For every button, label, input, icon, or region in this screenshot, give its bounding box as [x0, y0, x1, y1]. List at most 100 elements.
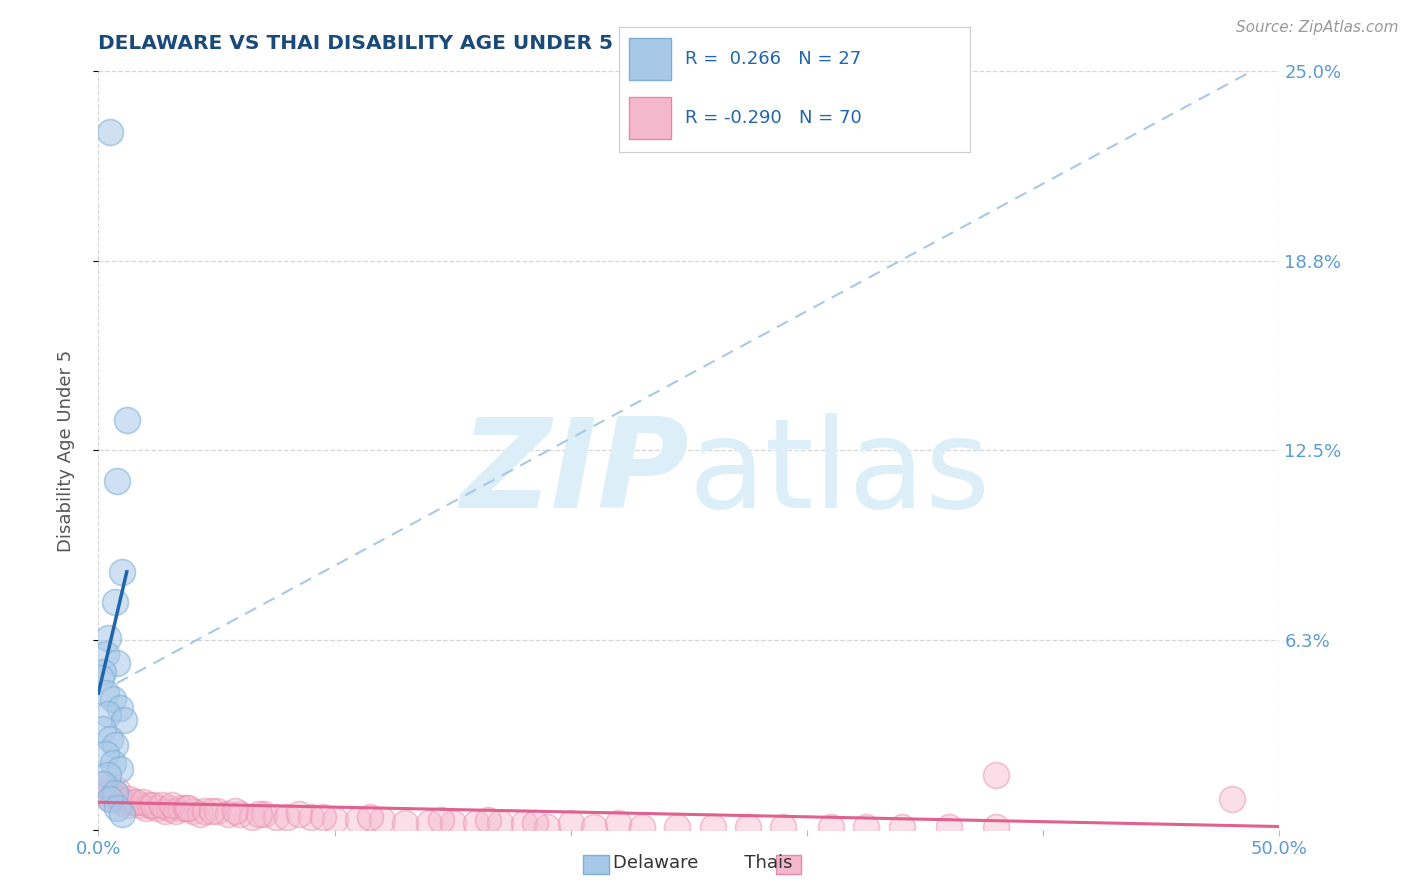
Point — [112, 714, 135, 728]
Point — [98, 792, 121, 806]
Point — [276, 810, 298, 824]
Point — [312, 810, 335, 824]
Text: Source: ZipAtlas.com: Source: ZipAtlas.com — [1236, 20, 1399, 35]
Point — [288, 807, 311, 822]
Point — [153, 805, 176, 819]
Point — [150, 798, 173, 813]
Point — [165, 805, 187, 819]
Point — [108, 792, 131, 806]
Point — [94, 686, 117, 700]
Point — [105, 801, 128, 815]
Point — [371, 814, 394, 828]
Point — [98, 125, 121, 139]
Point — [264, 810, 287, 824]
Point — [104, 786, 127, 800]
Point — [984, 820, 1007, 834]
Point — [101, 789, 124, 804]
Point — [224, 805, 246, 819]
Point — [430, 814, 453, 828]
Text: R =  0.266   N = 27: R = 0.266 N = 27 — [686, 50, 862, 68]
Point — [772, 820, 794, 834]
Point — [125, 795, 148, 809]
Point — [98, 792, 121, 806]
Point — [630, 820, 652, 834]
Point — [524, 816, 547, 830]
Point — [111, 565, 134, 579]
Point — [104, 738, 127, 752]
Text: DELAWARE VS THAI DISABILITY AGE UNDER 5 CORRELATION CHART: DELAWARE VS THAI DISABILITY AGE UNDER 5 … — [98, 34, 862, 54]
Point — [441, 816, 464, 830]
Point — [97, 632, 120, 646]
Point — [94, 747, 117, 761]
Point — [91, 777, 114, 791]
Bar — [630, 38, 671, 80]
Point — [97, 780, 120, 794]
Point — [104, 786, 127, 800]
Point — [111, 795, 134, 809]
Point — [489, 816, 512, 830]
Point — [157, 801, 180, 815]
Point — [111, 807, 134, 822]
Point — [323, 814, 346, 828]
Point — [104, 595, 127, 609]
Point — [702, 820, 724, 834]
Point — [98, 731, 121, 746]
Point — [229, 807, 252, 822]
Point — [174, 801, 197, 815]
Point — [118, 792, 141, 806]
Point — [465, 816, 488, 830]
Bar — [630, 96, 671, 139]
Point — [101, 692, 124, 706]
Point — [512, 816, 534, 830]
Point — [560, 816, 582, 830]
Point — [188, 807, 211, 822]
Point — [347, 814, 370, 828]
Point — [247, 807, 270, 822]
Point — [477, 814, 499, 828]
Text: atlas: atlas — [689, 413, 991, 533]
Point — [101, 756, 124, 770]
Point — [253, 807, 276, 822]
Point — [170, 801, 193, 815]
Point — [194, 805, 217, 819]
Point — [177, 801, 200, 815]
Point — [890, 820, 912, 834]
Point — [139, 798, 162, 813]
Point — [91, 777, 114, 791]
Point — [94, 647, 117, 661]
Point — [607, 816, 630, 830]
Point — [984, 768, 1007, 782]
Point — [90, 671, 112, 685]
Point — [122, 795, 145, 809]
Point — [105, 783, 128, 797]
Point — [666, 820, 689, 834]
Point — [418, 816, 440, 830]
Point — [160, 798, 183, 813]
Point — [855, 820, 877, 834]
Point — [115, 798, 138, 813]
Point — [108, 762, 131, 776]
Text: ZIP: ZIP — [460, 413, 689, 533]
Point — [820, 820, 842, 834]
Point — [132, 795, 155, 809]
Point — [135, 801, 157, 815]
Point — [146, 801, 169, 815]
Point — [938, 820, 960, 834]
Point — [1220, 792, 1243, 806]
Point — [359, 810, 381, 824]
Point — [91, 723, 114, 737]
Point — [142, 798, 165, 813]
Point — [91, 665, 114, 679]
Point — [205, 805, 228, 819]
Point — [217, 807, 239, 822]
Point — [115, 413, 138, 427]
Point — [536, 820, 558, 834]
Text: Delaware        Thais: Delaware Thais — [613, 855, 793, 872]
Text: R = -0.290   N = 70: R = -0.290 N = 70 — [686, 109, 862, 127]
Y-axis label: Disability Age Under 5: Disability Age Under 5 — [56, 350, 75, 551]
Point — [105, 474, 128, 488]
Point — [394, 816, 416, 830]
Point — [97, 707, 120, 722]
Point — [94, 786, 117, 800]
Point — [97, 768, 120, 782]
